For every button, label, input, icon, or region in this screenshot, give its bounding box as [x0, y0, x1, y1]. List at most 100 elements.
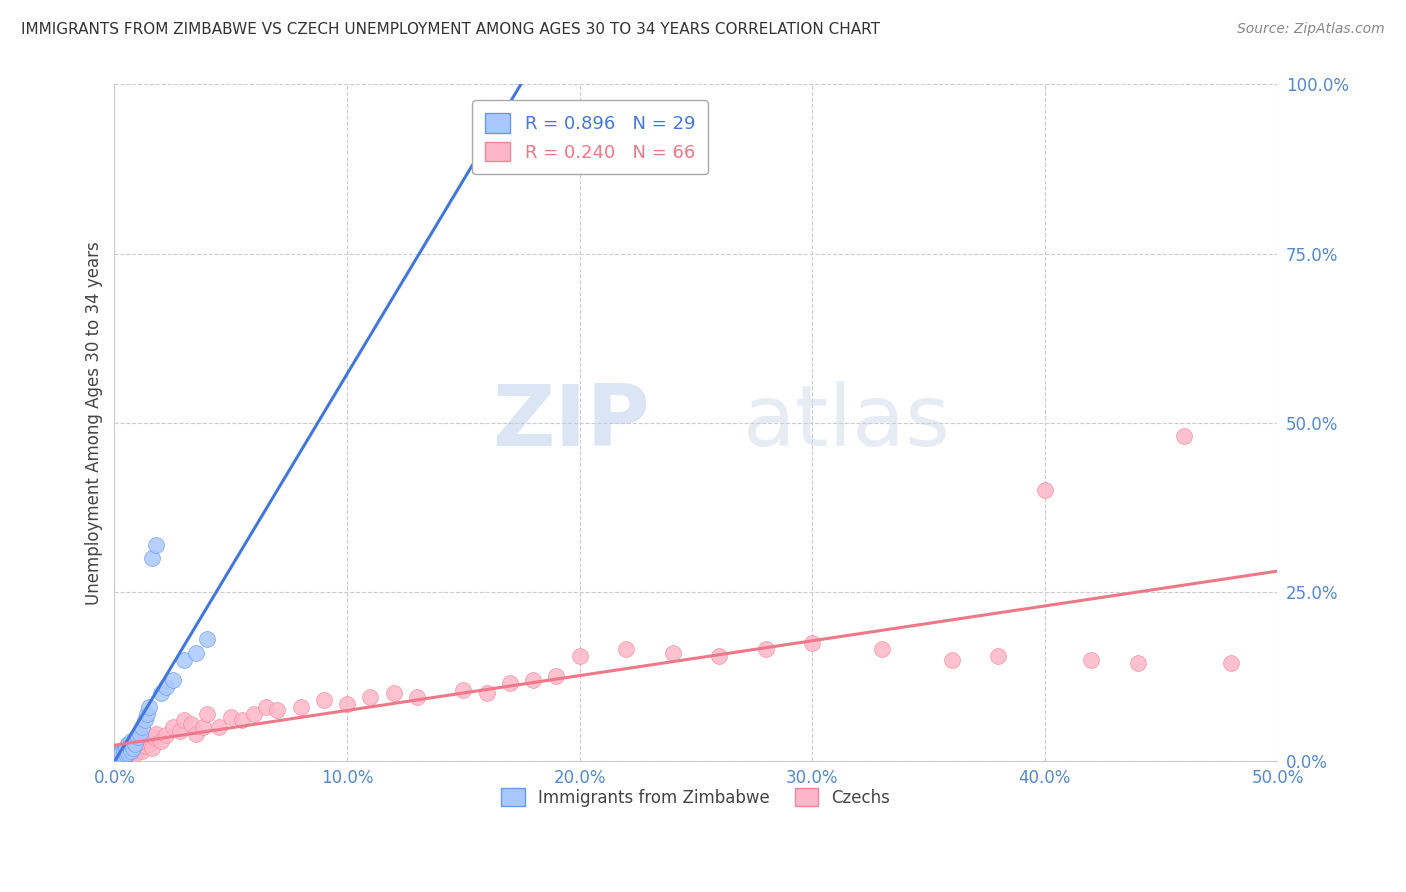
- Point: [120, 746, 142, 760]
- Point: [453, 683, 475, 698]
- Point: [138, 700, 160, 714]
- Point: [134, 714, 156, 728]
- Point: [141, 740, 163, 755]
- Point: [131, 744, 153, 758]
- Point: [382, 686, 405, 700]
- Point: [197, 632, 219, 647]
- Point: [614, 642, 637, 657]
- Point: [499, 676, 522, 690]
- Point: [117, 737, 139, 751]
- Text: IMMIGRANTS FROM ZIMBABWE VS CZECH UNEMPLOYMENT AMONG AGES 30 TO 34 YEARS CORRELA: IMMIGRANTS FROM ZIMBABWE VS CZECH UNEMPL…: [21, 22, 880, 37]
- Point: [219, 710, 242, 724]
- Legend: Immigrants from Zimbabwe, Czechs: Immigrants from Zimbabwe, Czechs: [495, 781, 897, 814]
- Text: Source: ZipAtlas.com: Source: ZipAtlas.com: [1237, 22, 1385, 37]
- Point: [191, 720, 214, 734]
- Point: [231, 714, 253, 728]
- Point: [801, 635, 824, 649]
- Point: [127, 737, 149, 751]
- Point: [149, 733, 172, 747]
- Point: [162, 720, 184, 734]
- Point: [149, 686, 172, 700]
- Point: [290, 700, 312, 714]
- Point: [110, 744, 132, 758]
- Point: [115, 740, 138, 755]
- Point: [108, 747, 131, 762]
- Point: [110, 746, 132, 760]
- Point: [112, 748, 135, 763]
- Point: [117, 747, 139, 762]
- Point: [336, 697, 359, 711]
- Point: [134, 739, 156, 754]
- Point: [475, 686, 498, 700]
- Point: [1126, 656, 1149, 670]
- Point: [184, 727, 207, 741]
- Point: [173, 652, 195, 666]
- Point: [108, 747, 131, 762]
- Point: [112, 748, 135, 763]
- Point: [208, 720, 231, 734]
- Point: [122, 740, 145, 755]
- Point: [312, 693, 335, 707]
- Point: [155, 728, 177, 742]
- Text: atlas: atlas: [742, 381, 950, 464]
- Point: [1173, 429, 1195, 443]
- Point: [136, 706, 159, 721]
- Point: [987, 649, 1010, 664]
- Point: [129, 740, 152, 755]
- Point: [1220, 656, 1243, 670]
- Point: [254, 700, 277, 714]
- Point: [108, 748, 131, 763]
- Point: [122, 740, 145, 755]
- Point: [115, 744, 138, 758]
- Point: [522, 673, 544, 687]
- Point: [162, 673, 184, 687]
- Point: [117, 746, 139, 760]
- Point: [120, 744, 142, 758]
- Point: [173, 714, 195, 728]
- Point: [180, 717, 202, 731]
- Point: [124, 747, 146, 762]
- Point: [661, 646, 683, 660]
- Point: [120, 742, 142, 756]
- Point: [184, 646, 207, 660]
- Point: [546, 669, 568, 683]
- Point: [145, 537, 167, 551]
- Point: [131, 720, 153, 734]
- Point: [266, 703, 288, 717]
- Point: [122, 744, 145, 758]
- Point: [568, 649, 591, 664]
- Point: [110, 750, 132, 764]
- Point: [709, 649, 731, 664]
- Point: [1033, 483, 1056, 498]
- Point: [112, 747, 135, 762]
- Point: [120, 733, 142, 747]
- Point: [129, 727, 152, 741]
- Point: [1080, 652, 1102, 666]
- Point: [405, 690, 427, 704]
- Point: [108, 746, 131, 760]
- Point: [127, 733, 149, 747]
- Point: [117, 737, 139, 751]
- Point: [127, 731, 149, 745]
- Y-axis label: Unemployment Among Ages 30 to 34 years: Unemployment Among Ages 30 to 34 years: [86, 241, 103, 605]
- Point: [142, 731, 165, 745]
- Point: [105, 750, 128, 764]
- Point: [138, 737, 160, 751]
- Point: [197, 706, 219, 721]
- Point: [145, 727, 167, 741]
- Point: [105, 748, 128, 763]
- Point: [141, 551, 163, 566]
- Point: [941, 652, 963, 666]
- Point: [136, 733, 159, 747]
- Point: [169, 723, 191, 738]
- Point: [112, 744, 135, 758]
- Point: [124, 737, 146, 751]
- Point: [110, 750, 132, 764]
- Point: [115, 740, 138, 755]
- Point: [155, 680, 177, 694]
- Point: [115, 747, 138, 762]
- Point: [870, 642, 893, 657]
- Text: ZIP: ZIP: [492, 381, 650, 464]
- Point: [243, 706, 266, 721]
- Point: [755, 642, 778, 657]
